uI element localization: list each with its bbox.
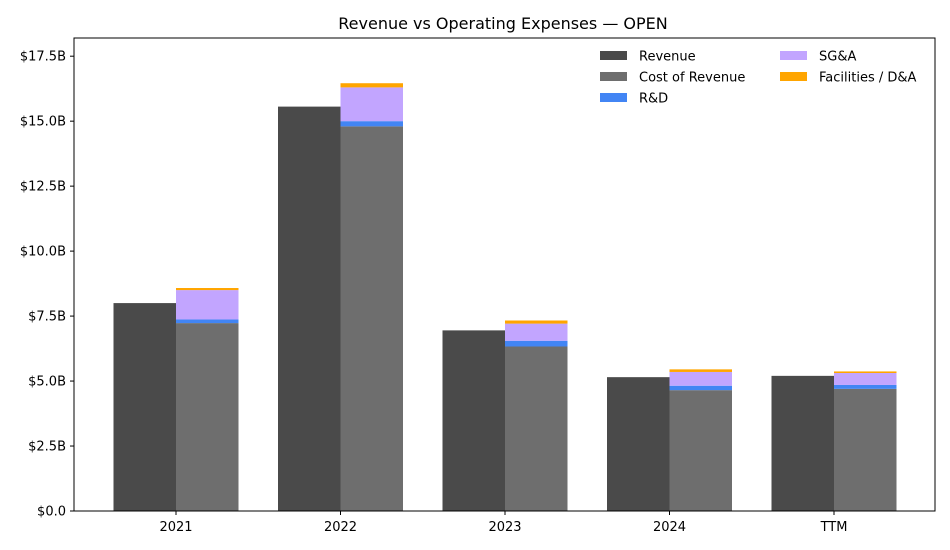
expense-bar-sg-a-2023 <box>505 323 568 341</box>
legend-swatch <box>600 93 627 102</box>
expense-bar-facilities-d-a-ttm <box>834 371 897 373</box>
legend-label: SG&A <box>819 50 856 65</box>
legend-swatch <box>600 72 627 81</box>
y-tick-label: $15.0B <box>20 115 66 130</box>
expense-bar-facilities-d-a-2022 <box>340 83 403 88</box>
x-tick-label: 2023 <box>488 520 521 535</box>
x-tick-label: 2021 <box>159 520 192 535</box>
expense-bar-r-d-2022 <box>340 121 403 127</box>
revenue-bar-2022 <box>278 106 341 511</box>
x-tick-label: TTM <box>820 520 848 535</box>
y-tick-label: $7.5B <box>28 310 66 325</box>
legend-swatch <box>780 51 807 60</box>
expense-bar-cost-of-revenue-ttm <box>834 388 897 511</box>
legend-swatch <box>780 72 807 81</box>
revenue-bar-2021 <box>113 303 176 511</box>
legend-label: Cost of Revenue <box>639 71 745 86</box>
y-tick-label: $5.0B <box>28 375 66 390</box>
y-tick-label: $2.5B <box>28 440 66 455</box>
expense-bar-r-d-2024 <box>669 385 732 391</box>
expense-bar-sg-a-ttm <box>834 372 897 385</box>
legend-label: Revenue <box>639 50 696 65</box>
legend: Revenue Cost of Revenue R&D SG&A Facilities … <box>600 50 917 107</box>
y-tick-label: $17.5B <box>20 50 66 65</box>
revenue-bar-ttm <box>771 375 834 511</box>
expense-bar-r-d-2023 <box>505 340 568 347</box>
y-tick-label: $10.0B <box>20 245 66 260</box>
expense-bar-r-d-ttm <box>834 384 897 389</box>
expense-bar-facilities-d-a-2021 <box>176 288 239 291</box>
revenue-bar-2024 <box>607 377 670 511</box>
bars-layer <box>113 83 897 511</box>
expense-bar-sg-a-2024 <box>669 371 732 386</box>
revenue-bar-2023 <box>442 330 505 511</box>
legend-label: R&D <box>639 92 668 107</box>
chart-title: Revenue vs Operating Expenses — OPEN <box>338 14 667 33</box>
legend-label: Facilities / D&A <box>819 71 917 86</box>
expense-bar-sg-a-2021 <box>176 290 239 320</box>
y-tick-label: $0.0 <box>37 505 66 520</box>
y-tick-label: $12.5B <box>20 180 66 195</box>
expense-bar-cost-of-revenue-2022 <box>340 126 403 511</box>
x-tick-label: 2024 <box>653 520 686 535</box>
expense-bar-sg-a-2022 <box>340 87 403 122</box>
axes-layer: $0.0 $2.5B $5.0B $7.5B $10.0B $12.5B $15.0B $17… <box>20 37 936 535</box>
expense-bar-cost-of-revenue-2023 <box>505 346 568 511</box>
expense-bar-r-d-2021 <box>176 319 239 324</box>
expense-bar-cost-of-revenue-2021 <box>176 323 239 511</box>
expense-bar-cost-of-revenue-2024 <box>669 390 732 511</box>
expense-bar-facilities-d-a-2023 <box>505 320 568 324</box>
expense-bar-facilities-d-a-2024 <box>669 369 732 372</box>
x-tick-label: 2022 <box>324 520 357 535</box>
legend-swatch <box>600 51 627 60</box>
